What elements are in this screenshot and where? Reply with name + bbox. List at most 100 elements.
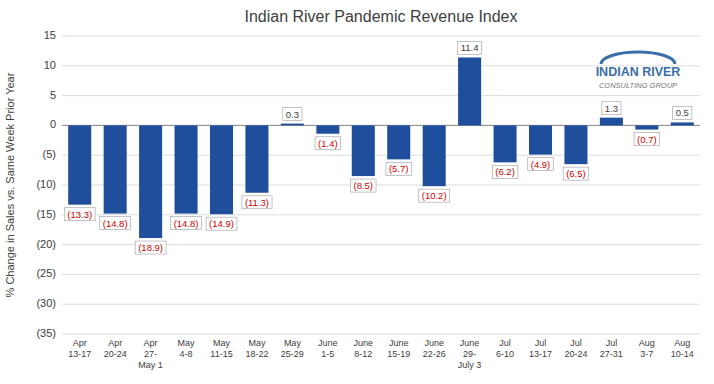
logo-arc [601, 52, 675, 64]
data-label: (18.9) [138, 242, 163, 253]
data-label-frame [351, 179, 377, 192]
data-label-frame [171, 217, 202, 230]
bar [210, 125, 233, 214]
bar [600, 118, 623, 126]
grid-line [62, 304, 700, 305]
bar [494, 125, 517, 162]
data-label-box: 0.3 [283, 108, 302, 121]
bar [671, 122, 694, 125]
y-tick-label: 15 [44, 29, 56, 41]
data-label-frame [242, 196, 272, 209]
data-label-frame [458, 41, 482, 54]
y-tick-label: 5 [50, 89, 56, 101]
data-label-box: 0.5 [673, 106, 692, 119]
x-tick-label: June8-12 [354, 338, 374, 359]
y-tick-label: 0 [50, 118, 56, 130]
data-label: (14.8) [103, 218, 128, 229]
data-label: (8.5) [354, 180, 374, 191]
bar [316, 125, 339, 133]
y-tick-label: 10 [44, 59, 56, 71]
x-tick-label: May4-8 [178, 338, 196, 359]
data-label-frame [673, 106, 692, 119]
logo: INDIAN RIVER CONSULTING GROUP [596, 52, 681, 90]
logo-subtext: CONSULTING GROUP [599, 81, 677, 90]
data-label-box: (18.9) [135, 241, 166, 254]
bar [352, 125, 375, 176]
x-tick-label: June29-July 3 [458, 338, 482, 370]
bar [245, 125, 268, 192]
y-tick-label: (30) [36, 297, 56, 309]
grid-line [62, 274, 700, 275]
data-label-frame [315, 137, 341, 150]
data-label-box: (0.7) [634, 133, 660, 146]
data-label-box: (6.5) [563, 167, 589, 180]
data-label-frame [528, 158, 554, 171]
data-label-frame [135, 241, 166, 254]
y-tick-label: (10) [36, 178, 56, 190]
logo-text: INDIAN RIVER [596, 65, 681, 79]
data-label-box: 1.3 [602, 102, 621, 115]
grid-line [62, 36, 700, 37]
bar [281, 124, 304, 126]
x-tick-label: May25-29 [281, 338, 304, 359]
y-axis-label: % Change in Sales vs. Same Week Prior Ye… [4, 72, 16, 297]
data-label-frame [386, 162, 412, 175]
x-tick-label: Jul27-31 [600, 338, 623, 359]
data-label-frame [492, 165, 518, 178]
chart: 151050(5)(10)(15)(20)(25)(30)(35)(13.3)(… [0, 0, 714, 384]
data-label-frame [634, 133, 660, 146]
bars [68, 57, 694, 238]
grid-line [62, 334, 700, 335]
x-tick-label: Apr27-May 1 [138, 338, 163, 370]
x-tick-label: June1-5 [318, 338, 338, 359]
data-label-frame [206, 217, 237, 230]
data-label-box: 11.4 [458, 41, 482, 54]
data-label: 1.3 [605, 103, 618, 114]
data-label: 0.5 [676, 107, 689, 118]
data-label-box: (8.5) [351, 179, 377, 192]
data-label: 11.4 [461, 42, 479, 53]
x-tick-label: Apr20-24 [104, 338, 127, 359]
data-label-box: (11.3) [242, 196, 272, 209]
bar [139, 125, 162, 238]
x-tick-label: Jul6-10 [496, 338, 514, 359]
bar [387, 125, 410, 159]
x-tick-label: Jul13-17 [529, 338, 552, 359]
data-label-box: (6.2) [492, 165, 518, 178]
x-tick-label: June22-26 [423, 338, 446, 359]
x-tick-label: May11-15 [210, 338, 232, 359]
bar [68, 125, 91, 204]
grid-line [62, 95, 700, 96]
x-tick-label: Jul20-24 [564, 338, 587, 359]
data-label-frame [419, 189, 450, 202]
data-label: (14.9) [209, 218, 234, 229]
data-label-frame [602, 102, 621, 115]
x-tick-label: Aug10-14 [671, 338, 694, 359]
bar [423, 125, 446, 186]
data-label-box: (4.9) [528, 158, 554, 171]
y-tick-label: (25) [36, 267, 56, 279]
title: Indian River Pandemic Revenue Index [244, 8, 517, 25]
data-label: (13.3) [67, 209, 92, 220]
data-label-frame [64, 208, 95, 221]
bar [529, 125, 552, 154]
y-tick-label: (5) [43, 148, 56, 160]
data-label-box: (5.7) [386, 162, 412, 175]
bar [635, 125, 658, 129]
x-tick-label: May18-22 [245, 338, 268, 359]
data-label: (4.9) [531, 159, 551, 170]
data-label: (6.5) [566, 168, 586, 179]
data-label-frame [283, 108, 302, 121]
x-tick-label: Aug3-7 [639, 338, 655, 359]
bar [175, 125, 198, 213]
data-label: 0.3 [286, 109, 299, 120]
data-label: (0.7) [637, 134, 657, 145]
y-tick-label: (35) [36, 327, 56, 339]
data-label-frame [563, 167, 589, 180]
data-label-box: (1.4) [315, 137, 341, 150]
x-tick-label: June15-19 [387, 338, 410, 359]
data-label-box: (14.8) [171, 217, 202, 230]
data-label: (11.3) [245, 197, 269, 208]
data-label-frame [100, 217, 131, 230]
bar [458, 57, 481, 125]
